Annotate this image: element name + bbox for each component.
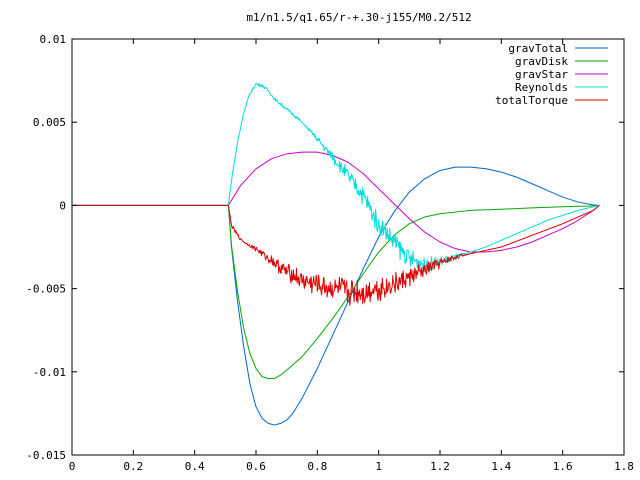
y-tick-label: 0.01	[40, 33, 67, 46]
legend-label: gravStar	[515, 68, 568, 81]
y-tick-label: -0.01	[33, 366, 66, 379]
x-tick-label: 1.2	[430, 460, 450, 473]
y-tick-label: -0.015	[26, 449, 66, 462]
x-tick-label: 0	[69, 460, 76, 473]
series-line-totalTorque	[72, 204, 600, 306]
legend: gravTotalgravDiskgravStarReynoldstotalTo…	[495, 42, 608, 107]
y-tick-label: 0	[59, 199, 66, 212]
legend-label: Reynolds	[515, 81, 568, 94]
y-tick-label: -0.005	[26, 283, 66, 296]
plot-frame	[71, 38, 625, 456]
x-tick-label: 1.4	[491, 460, 511, 473]
chart-title: m1/n1.5/q1.65/r-+.30-j155/M0.2/512	[246, 11, 471, 24]
axes: 0 0.2 0.4 0.6 0.8 1 1.2 1.4 1.6 1.80.010.0050-0.0…	[26, 33, 634, 473]
y-tick-label: 0.005	[33, 116, 66, 129]
legend-label: gravDisk	[515, 55, 568, 68]
series-lines	[72, 83, 600, 426]
series-line-gravDisk	[72, 204, 600, 379]
x-tick-label: 0.2	[123, 460, 143, 473]
x-tick-label: 0.4	[185, 460, 205, 473]
x-tick-label: 1	[375, 460, 382, 473]
x-tick-label: 1.6	[553, 460, 573, 473]
x-tick-label: 0.6	[246, 460, 266, 473]
legend-label: gravTotal	[508, 42, 568, 55]
legend-label: totalTorque	[495, 94, 568, 107]
series-line-gravStar	[72, 151, 600, 253]
x-tick-label: 1.8	[614, 460, 634, 473]
x-tick-label: 0.8	[307, 460, 327, 473]
